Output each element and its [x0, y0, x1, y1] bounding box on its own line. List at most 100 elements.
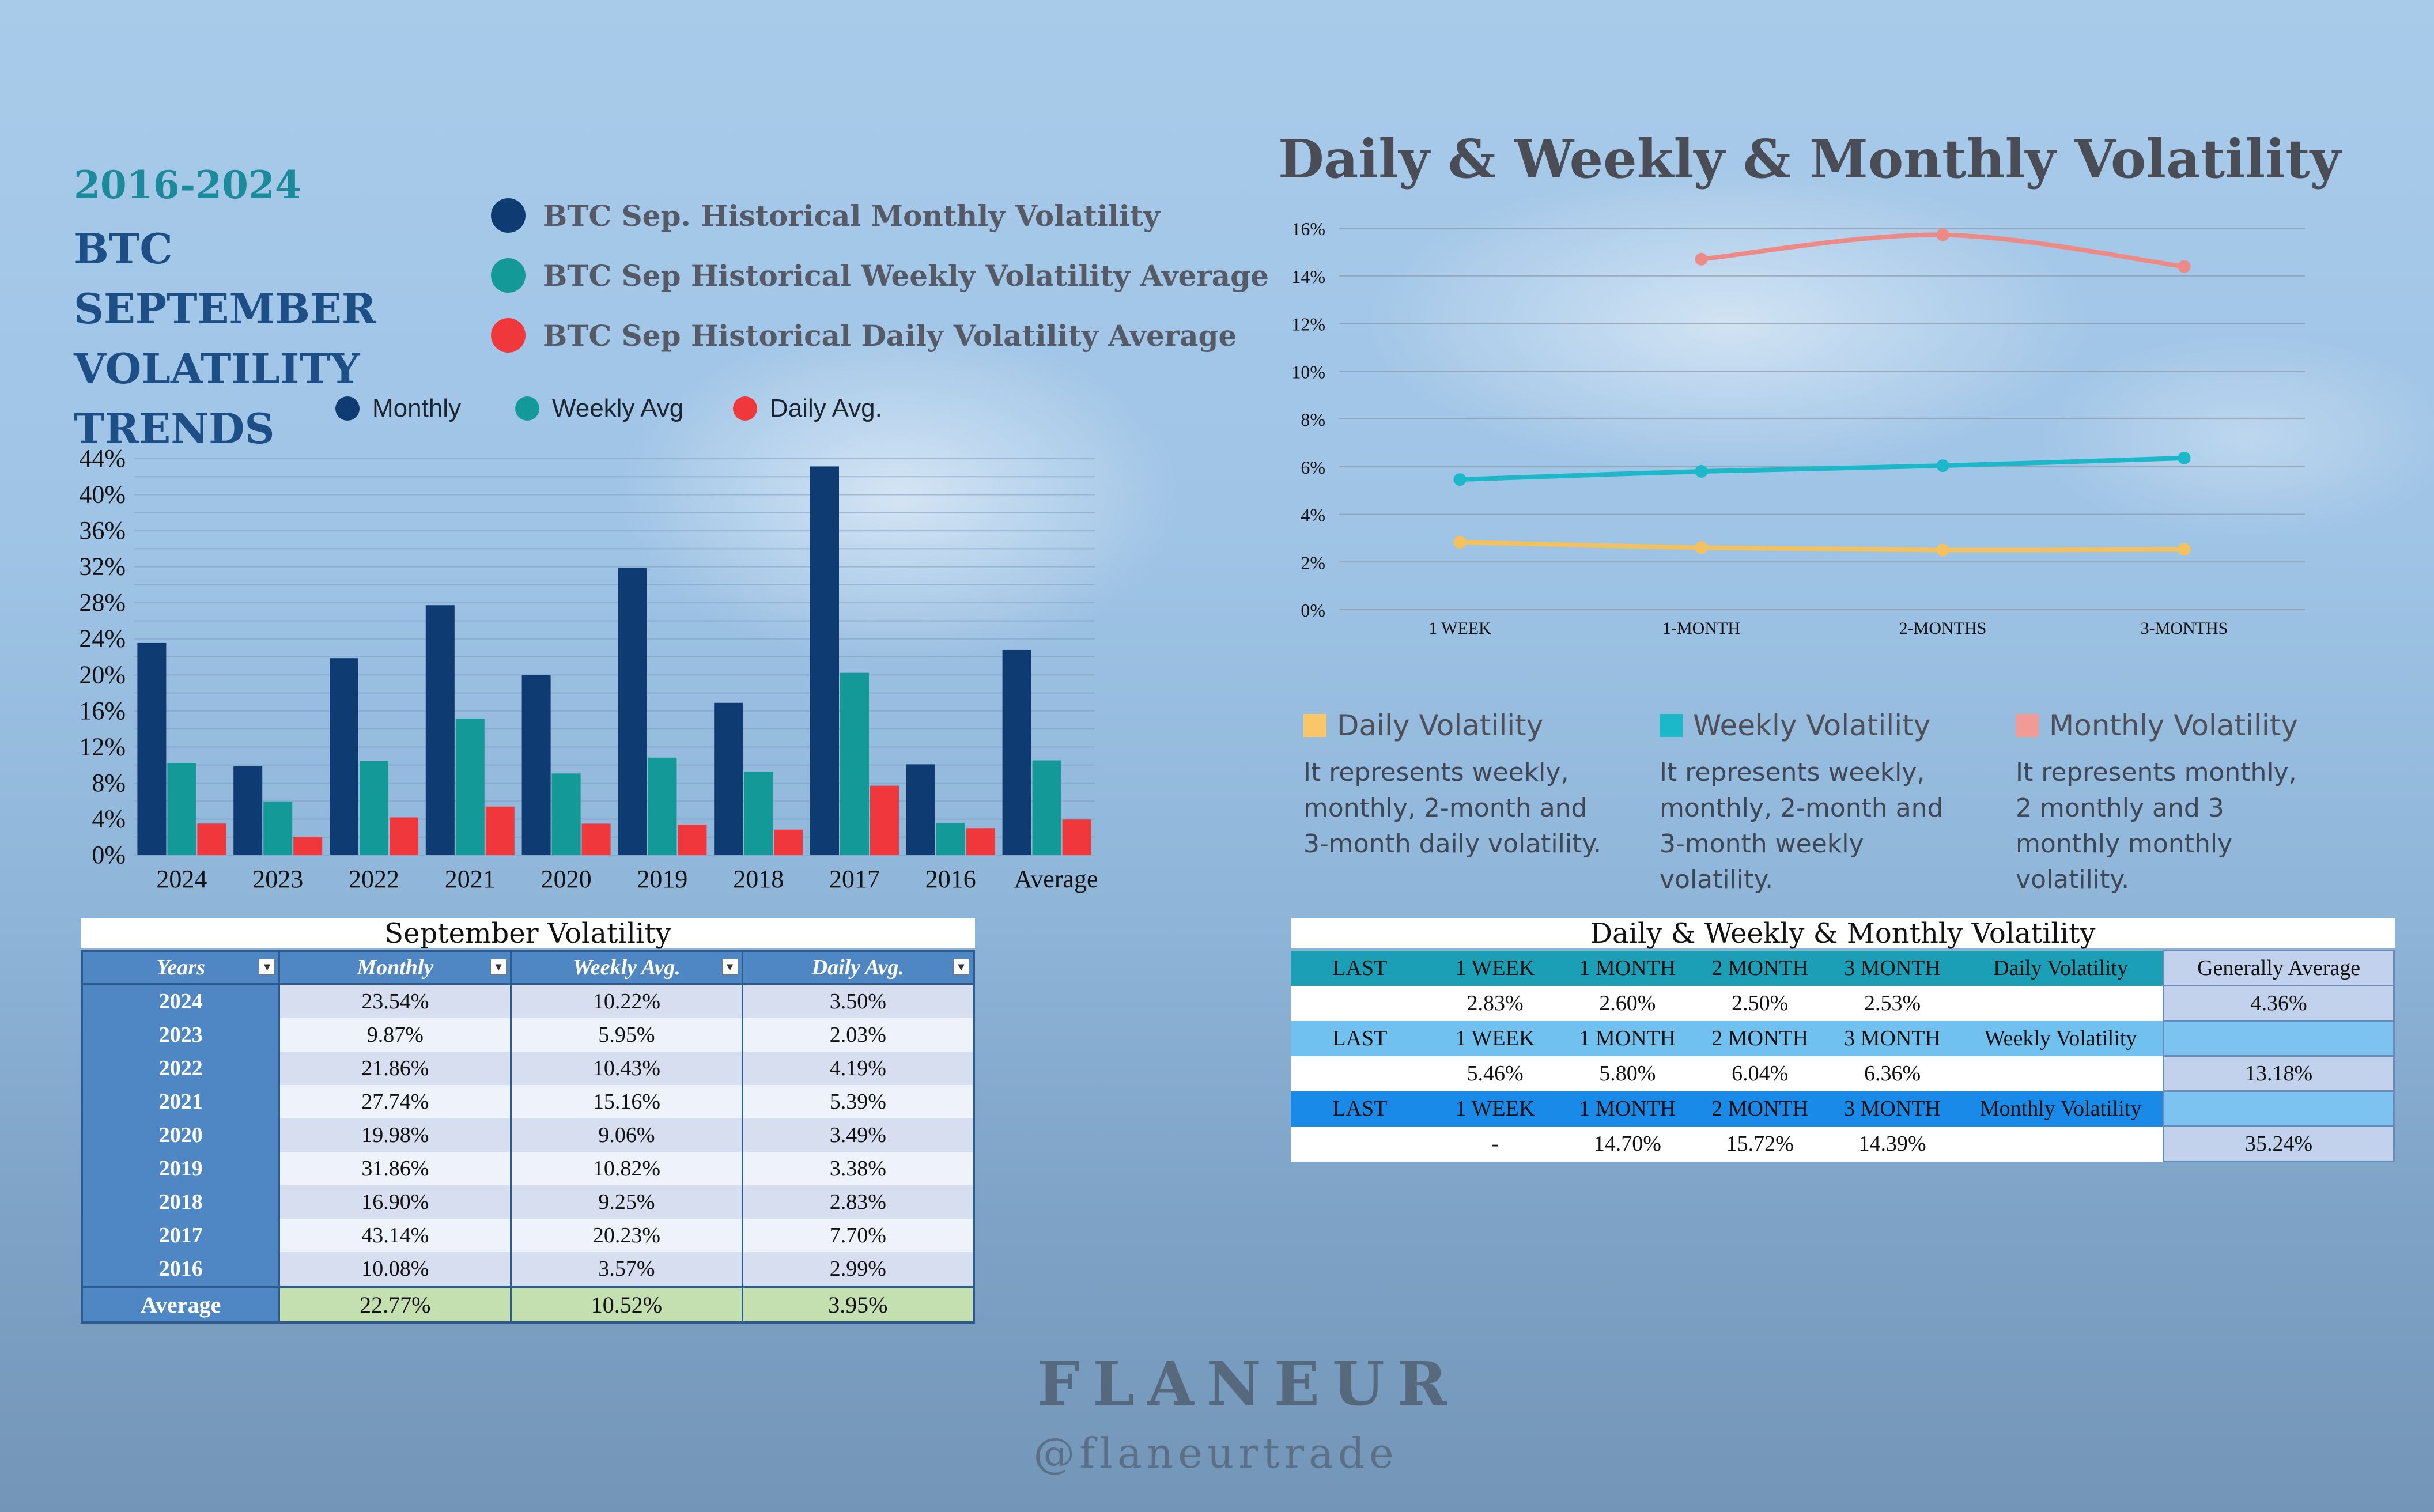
legend-card-title: Weekly Volatility	[1693, 709, 1931, 742]
x-tick-label: Average	[1014, 865, 1098, 893]
bar-monthly	[714, 702, 743, 855]
year-cell: 2023	[81, 1018, 279, 1052]
value-cell: 10.08%	[278, 1252, 511, 1287]
table-cell: 1 WEEK	[1428, 950, 1562, 986]
filter-dropdown-icon[interactable]: ▾	[259, 959, 275, 975]
point-daily-volatility	[2178, 543, 2191, 556]
value-cell: 9.06%	[510, 1118, 743, 1152]
y-tick-label: 40%	[79, 481, 126, 509]
legend-dot-icon	[491, 258, 526, 293]
x-tick-label: 2018	[733, 865, 784, 893]
point-weekly-volatility	[1695, 465, 1708, 478]
legend-square-icon	[1303, 714, 1326, 737]
legend-card-desc: It represents weekly, monthly, 2-month a…	[1660, 758, 1944, 894]
legend-card-monthly: Monthly Volatility It represents monthly…	[2016, 709, 2315, 898]
bar-monthly	[618, 568, 647, 855]
filter-dropdown-icon[interactable]: ▾	[721, 959, 738, 975]
value-cell: 2.99%	[741, 1252, 974, 1287]
legend-square-icon	[2016, 714, 2039, 737]
y-tick-label: 0%	[1301, 600, 1325, 621]
table-cell: LAST	[1291, 950, 1429, 986]
y-tick-label: 4%	[92, 804, 126, 833]
brand-handle: @flaneurtrade	[1033, 1429, 1399, 1477]
legend-square-icon	[1660, 714, 1683, 737]
legend-label: BTC Sep Historical Weekly Volatility Ave…	[543, 258, 1269, 293]
legend-card-title: Monthly Volatility	[2049, 709, 2299, 742]
year-cell: 2024	[81, 984, 279, 1018]
y-tick-label: 24%	[79, 625, 126, 653]
y-tick-label: 44%	[79, 444, 126, 472]
legend-card-title: Daily Volatility	[1337, 709, 1544, 742]
september-table-title: September Volatility	[81, 918, 975, 948]
general-average-cell: 4.36%	[2163, 985, 2395, 1022]
dwm-volatility-table: LAST 1 WEEK 1 MONTH 2 MONTH 3 MONTH Daily Vol…	[1291, 950, 2395, 1162]
y-tick-label: 28%	[79, 588, 126, 617]
bar-weekly-avg	[648, 757, 677, 855]
legend-dot-icon	[491, 318, 526, 353]
bar-monthly	[137, 642, 167, 855]
table-cell: 15.72%	[1694, 1126, 1827, 1162]
x-tick-label: 1-MONTH	[1662, 619, 1740, 638]
value-cell: 43.14%	[278, 1219, 511, 1252]
column-header-years[interactable]: Years ▾	[81, 950, 281, 985]
general-average-cell	[2163, 1090, 2395, 1127]
bar-weekly-avg	[744, 772, 773, 855]
table-row: 2017 43.14% 20.23% 7.70%	[81, 1219, 974, 1252]
bar-weekly-avg	[360, 761, 388, 855]
table-row: 2024 23.54% 10.22% 3.50%	[81, 984, 974, 1018]
bar-legend-daily: Daily Avg.	[733, 394, 882, 423]
y-tick-label: 8%	[1301, 409, 1325, 430]
table-cell	[1291, 1126, 1429, 1162]
header-row: LAST 1 WEEK 1 MONTH 2 MONTH 3 MONTH Monthly V…	[1291, 1090, 2395, 1127]
value-cell: 2.03%	[741, 1018, 974, 1052]
table-header-row: Years ▾ Monthly ▾ Weekly Avg. ▾ Daily Avg. ▾	[81, 950, 975, 985]
column-header-daily[interactable]: Daily Avg. ▾	[741, 950, 975, 985]
table-row: 2022 21.86% 10.43% 4.19%	[81, 1052, 974, 1085]
line-daily-volatility	[1460, 539, 2184, 553]
legend-dot-icon	[491, 198, 526, 233]
filter-dropdown-icon[interactable]: ▾	[953, 959, 969, 975]
year-cell: 2019	[81, 1152, 279, 1185]
table-row: 2019 31.86% 10.82% 3.38%	[81, 1152, 974, 1185]
value-cell: 3.50%	[741, 984, 974, 1018]
bar-daily-avg-	[1062, 819, 1091, 855]
filter-dropdown-icon[interactable]: ▾	[490, 959, 507, 975]
header-row: LAST 1 WEEK 1 MONTH 2 MONTH 3 MONTH Daily Vol…	[1291, 950, 2395, 986]
september-volatility-table: Years ▾ Monthly ▾ Weekly Avg. ▾ Daily Avg. ▾…	[81, 950, 975, 1324]
y-tick-label: 14%	[1291, 266, 1325, 287]
bar-monthly	[425, 605, 455, 855]
years-range: 2016-2024	[74, 162, 301, 207]
table-cell: 2 MONTH	[1694, 1091, 1827, 1127]
table-cell: Weekly Volatility	[1958, 1020, 2164, 1056]
table-cell	[1958, 1056, 2164, 1091]
point-monthly-volatility	[2178, 260, 2191, 273]
point-monthly-volatility	[1936, 228, 1949, 241]
column-header-weekly[interactable]: Weekly Avg. ▾	[510, 950, 743, 985]
bar-daily-avg-	[293, 837, 323, 855]
table-cell: Daily Volatility	[1958, 950, 2164, 986]
average-value: 10.52%	[510, 1286, 743, 1324]
point-daily-volatility	[1936, 543, 1949, 557]
table-cell: 6.36%	[1826, 1056, 1959, 1091]
value-cell: 31.86%	[278, 1152, 511, 1185]
year-cell: 2018	[81, 1185, 279, 1219]
table-cell: 14.70%	[1561, 1126, 1694, 1162]
bar-daily-avg-	[678, 825, 707, 855]
page-title: BTC SEPTEMBER VOLATILITY TRENDS	[74, 224, 376, 453]
value-cell: 27.74%	[278, 1085, 511, 1118]
year-cell: 2020	[81, 1118, 279, 1152]
x-tick-label: 2022	[349, 865, 399, 893]
bar-daily-avg-	[390, 817, 418, 855]
legend-card-desc: It represents weekly, monthly, 2-month a…	[1303, 758, 1602, 859]
table-cell: 3 MONTH	[1826, 1091, 1959, 1127]
point-weekly-volatility	[1453, 473, 1467, 486]
legend-label: Weekly Avg	[552, 394, 684, 422]
line-chart-title: Daily & Weekly & Monthly Volatility	[1278, 128, 2341, 190]
y-tick-label: 0%	[92, 841, 126, 869]
bar-monthly	[233, 766, 263, 855]
column-header-monthly[interactable]: Monthly ▾	[278, 950, 512, 985]
dwm-table-title: Daily & Weekly & Monthly Volatility	[1291, 918, 2395, 948]
legend-card-desc: It represents monthly, 2 monthly and 3 m…	[2016, 758, 2297, 894]
value-cell: 15.16%	[510, 1085, 743, 1118]
